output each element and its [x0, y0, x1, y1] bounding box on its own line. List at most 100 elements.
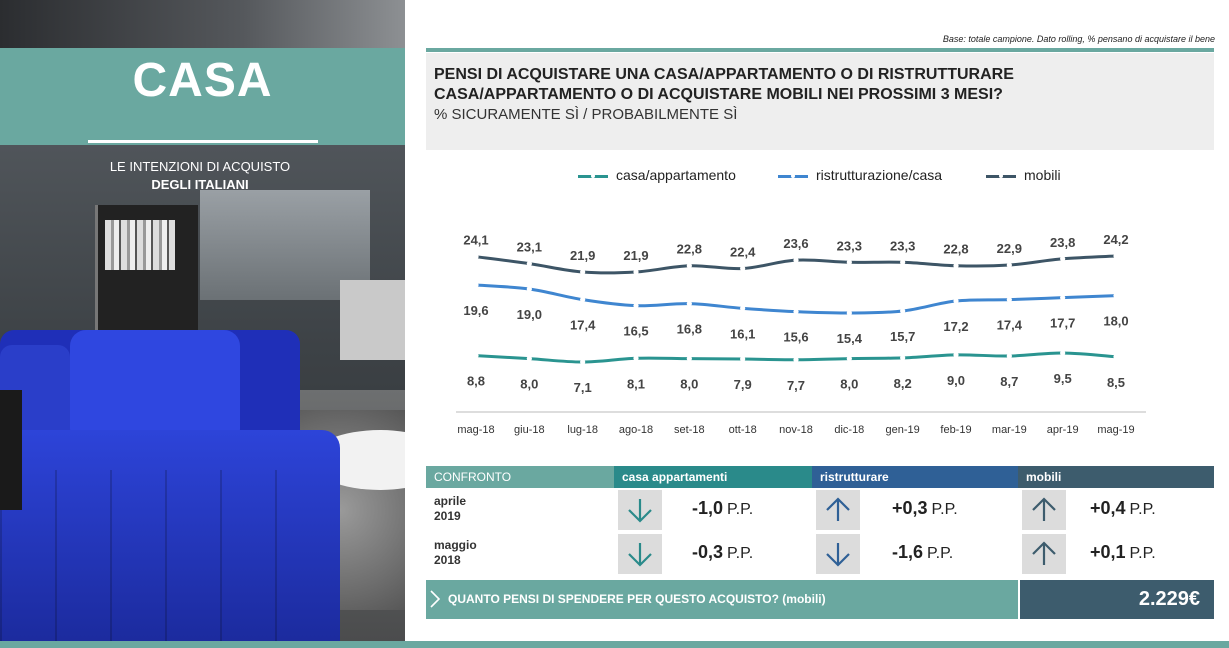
series-1-data-label: 17,4: [997, 318, 1023, 333]
series-1-point: [633, 303, 639, 309]
series-1-data-label: 15,4: [837, 331, 863, 346]
series-0-data-label: 8,8: [467, 374, 485, 389]
column-header-casa-label: casa appartamenti: [622, 470, 728, 484]
subtitle-line-1: LE INTENZIONI DI ACQUISTO: [109, 159, 291, 174]
x-tick-label: mag-19: [1097, 424, 1134, 436]
series-0-data-label: 8,7: [1000, 374, 1018, 389]
series-0-data-label: 8,2: [894, 376, 912, 391]
arrow-cell: [816, 534, 860, 574]
x-tick-label: nov-18: [779, 424, 813, 436]
row-label-line-2: 2019: [434, 509, 461, 523]
row-label: aprile 2019: [434, 494, 466, 524]
series-0-point: [1060, 350, 1066, 356]
spend-question: QUANTO PENSI DI SPENDERE PER QUESTO ACQU…: [448, 592, 826, 606]
photo-books: [105, 220, 175, 270]
series-0-point: [526, 356, 532, 362]
arrow-cell: [1022, 534, 1066, 574]
series-0-data-label: 9,5: [1054, 371, 1072, 386]
x-tick-label: mag-18: [457, 424, 494, 436]
series-1-point: [1113, 293, 1119, 299]
series-1-data-label: 17,7: [1050, 316, 1075, 331]
series-0-data-label: 8,5: [1107, 375, 1125, 390]
series-0-point: [900, 355, 906, 361]
change-number: -1,6: [892, 542, 924, 562]
change-unit: P.P.: [727, 545, 754, 562]
photo-sofa-tufting: [0, 470, 330, 648]
series-2-data-label: 23,3: [890, 238, 915, 253]
x-tick-label: set-18: [674, 424, 705, 436]
arrow-cell: [618, 534, 662, 574]
change-value: +0,3 P.P.: [892, 498, 958, 519]
series-0-point: [740, 356, 746, 362]
series-2-point: [1060, 256, 1066, 262]
series-0-point: [633, 355, 639, 361]
series-1-point: [526, 286, 532, 292]
series-2-point: [580, 269, 586, 275]
x-tick-label: feb-19: [940, 424, 971, 436]
column-header-ristrutturare: ristrutturare: [812, 466, 1018, 488]
row-label-line-1: maggio: [434, 538, 477, 552]
row-label-line-2: 2018: [434, 553, 461, 567]
legend-label-casa: casa/appartamento: [616, 167, 736, 183]
series-2-data-label: 21,9: [570, 248, 595, 263]
series-0-point: [793, 357, 799, 363]
series-0-data-label: 9,0: [947, 373, 965, 388]
legend-dot-mobili: [999, 174, 1003, 178]
change-unit: P.P.: [727, 501, 754, 518]
series-1-point: [1060, 295, 1066, 301]
series-2-data-label: 24,1: [463, 233, 488, 248]
comparison-header: CONFRONTO: [426, 466, 614, 488]
change-unit: P.P.: [1129, 545, 1156, 562]
series-1-data-label: 17,4: [570, 318, 596, 333]
question-line-1: PENSI DI ACQUISTARE UNA CASA/APPARTAMENT…: [434, 66, 1014, 83]
change-unit: P.P.: [927, 545, 954, 562]
series-2-data-label: 22,8: [677, 242, 702, 257]
series-0-point: [846, 356, 852, 362]
legend-dot-ristrutturazione: [791, 174, 795, 178]
series-0-data-label: 8,0: [520, 377, 538, 392]
series-0-data-label: 8,1: [627, 376, 645, 391]
change-value: +0,4 P.P.: [1090, 498, 1156, 519]
title-underline: [88, 140, 318, 143]
series-2-point: [686, 263, 692, 269]
change-value: -1,6 P.P.: [892, 542, 953, 563]
x-tick-label: lug-18: [567, 424, 598, 436]
series-2-data-label: 22,8: [943, 242, 968, 257]
series-0-data-label: 7,9: [734, 377, 752, 392]
series-1-point: [846, 310, 852, 316]
series-2-data-label: 22,9: [997, 241, 1022, 256]
series-0-point: [1006, 353, 1012, 359]
photo-fireplace: [340, 280, 405, 360]
series-2-data-label: 24,2: [1103, 232, 1128, 247]
series-1-data-label: 17,2: [943, 319, 968, 334]
series-1-point: [793, 309, 799, 315]
spend-value-box: 2.229€: [1020, 580, 1214, 619]
series-1-point: [473, 282, 479, 288]
arrow-down-icon: [628, 499, 652, 523]
comparison-header-label: CONFRONTO: [434, 470, 512, 484]
series-0-data-label: 8,0: [680, 377, 698, 392]
arrow-cell: [1022, 490, 1066, 530]
series-1-point: [953, 298, 959, 304]
casa-title-band: CASA: [0, 48, 405, 145]
series-0-point: [686, 356, 692, 362]
series-0-data-label: 8,0: [840, 377, 858, 392]
arrow-down-icon: [628, 543, 652, 567]
series-2-point: [633, 269, 639, 275]
arrow-up-icon: [1032, 541, 1056, 565]
legend-dot-casa: [591, 174, 595, 178]
column-header-mobili: mobili: [1018, 466, 1214, 488]
bottom-rule: [0, 641, 1229, 648]
arrow-up-icon: [1032, 497, 1056, 521]
series-0-data-label: 7,1: [574, 380, 592, 395]
spend-question-bar: QUANTO PENSI DI SPENDERE PER QUESTO ACQU…: [426, 580, 1018, 619]
x-tick-label: gen-19: [886, 424, 920, 436]
x-tick-label: giu-18: [514, 424, 545, 436]
page-subtitle: LE INTENZIONI DI ACQUISTO DEGLI ITALIANI: [60, 158, 340, 194]
series-2-point: [740, 265, 746, 272]
question-box: PENSI DI ACQUISTARE UNA CASA/APPARTAMENT…: [426, 53, 1214, 150]
photo-sofa-cushion: [70, 330, 240, 445]
line-chart: 8,8 8,0 7,1 8,1 8,0 7,9 7,7 8,0 8,2 9,0 8,7 9,5 8,5 1…: [456, 232, 1146, 436]
series-line-1: [475, 283, 1117, 315]
series-2-data-label: 23,1: [517, 240, 542, 255]
